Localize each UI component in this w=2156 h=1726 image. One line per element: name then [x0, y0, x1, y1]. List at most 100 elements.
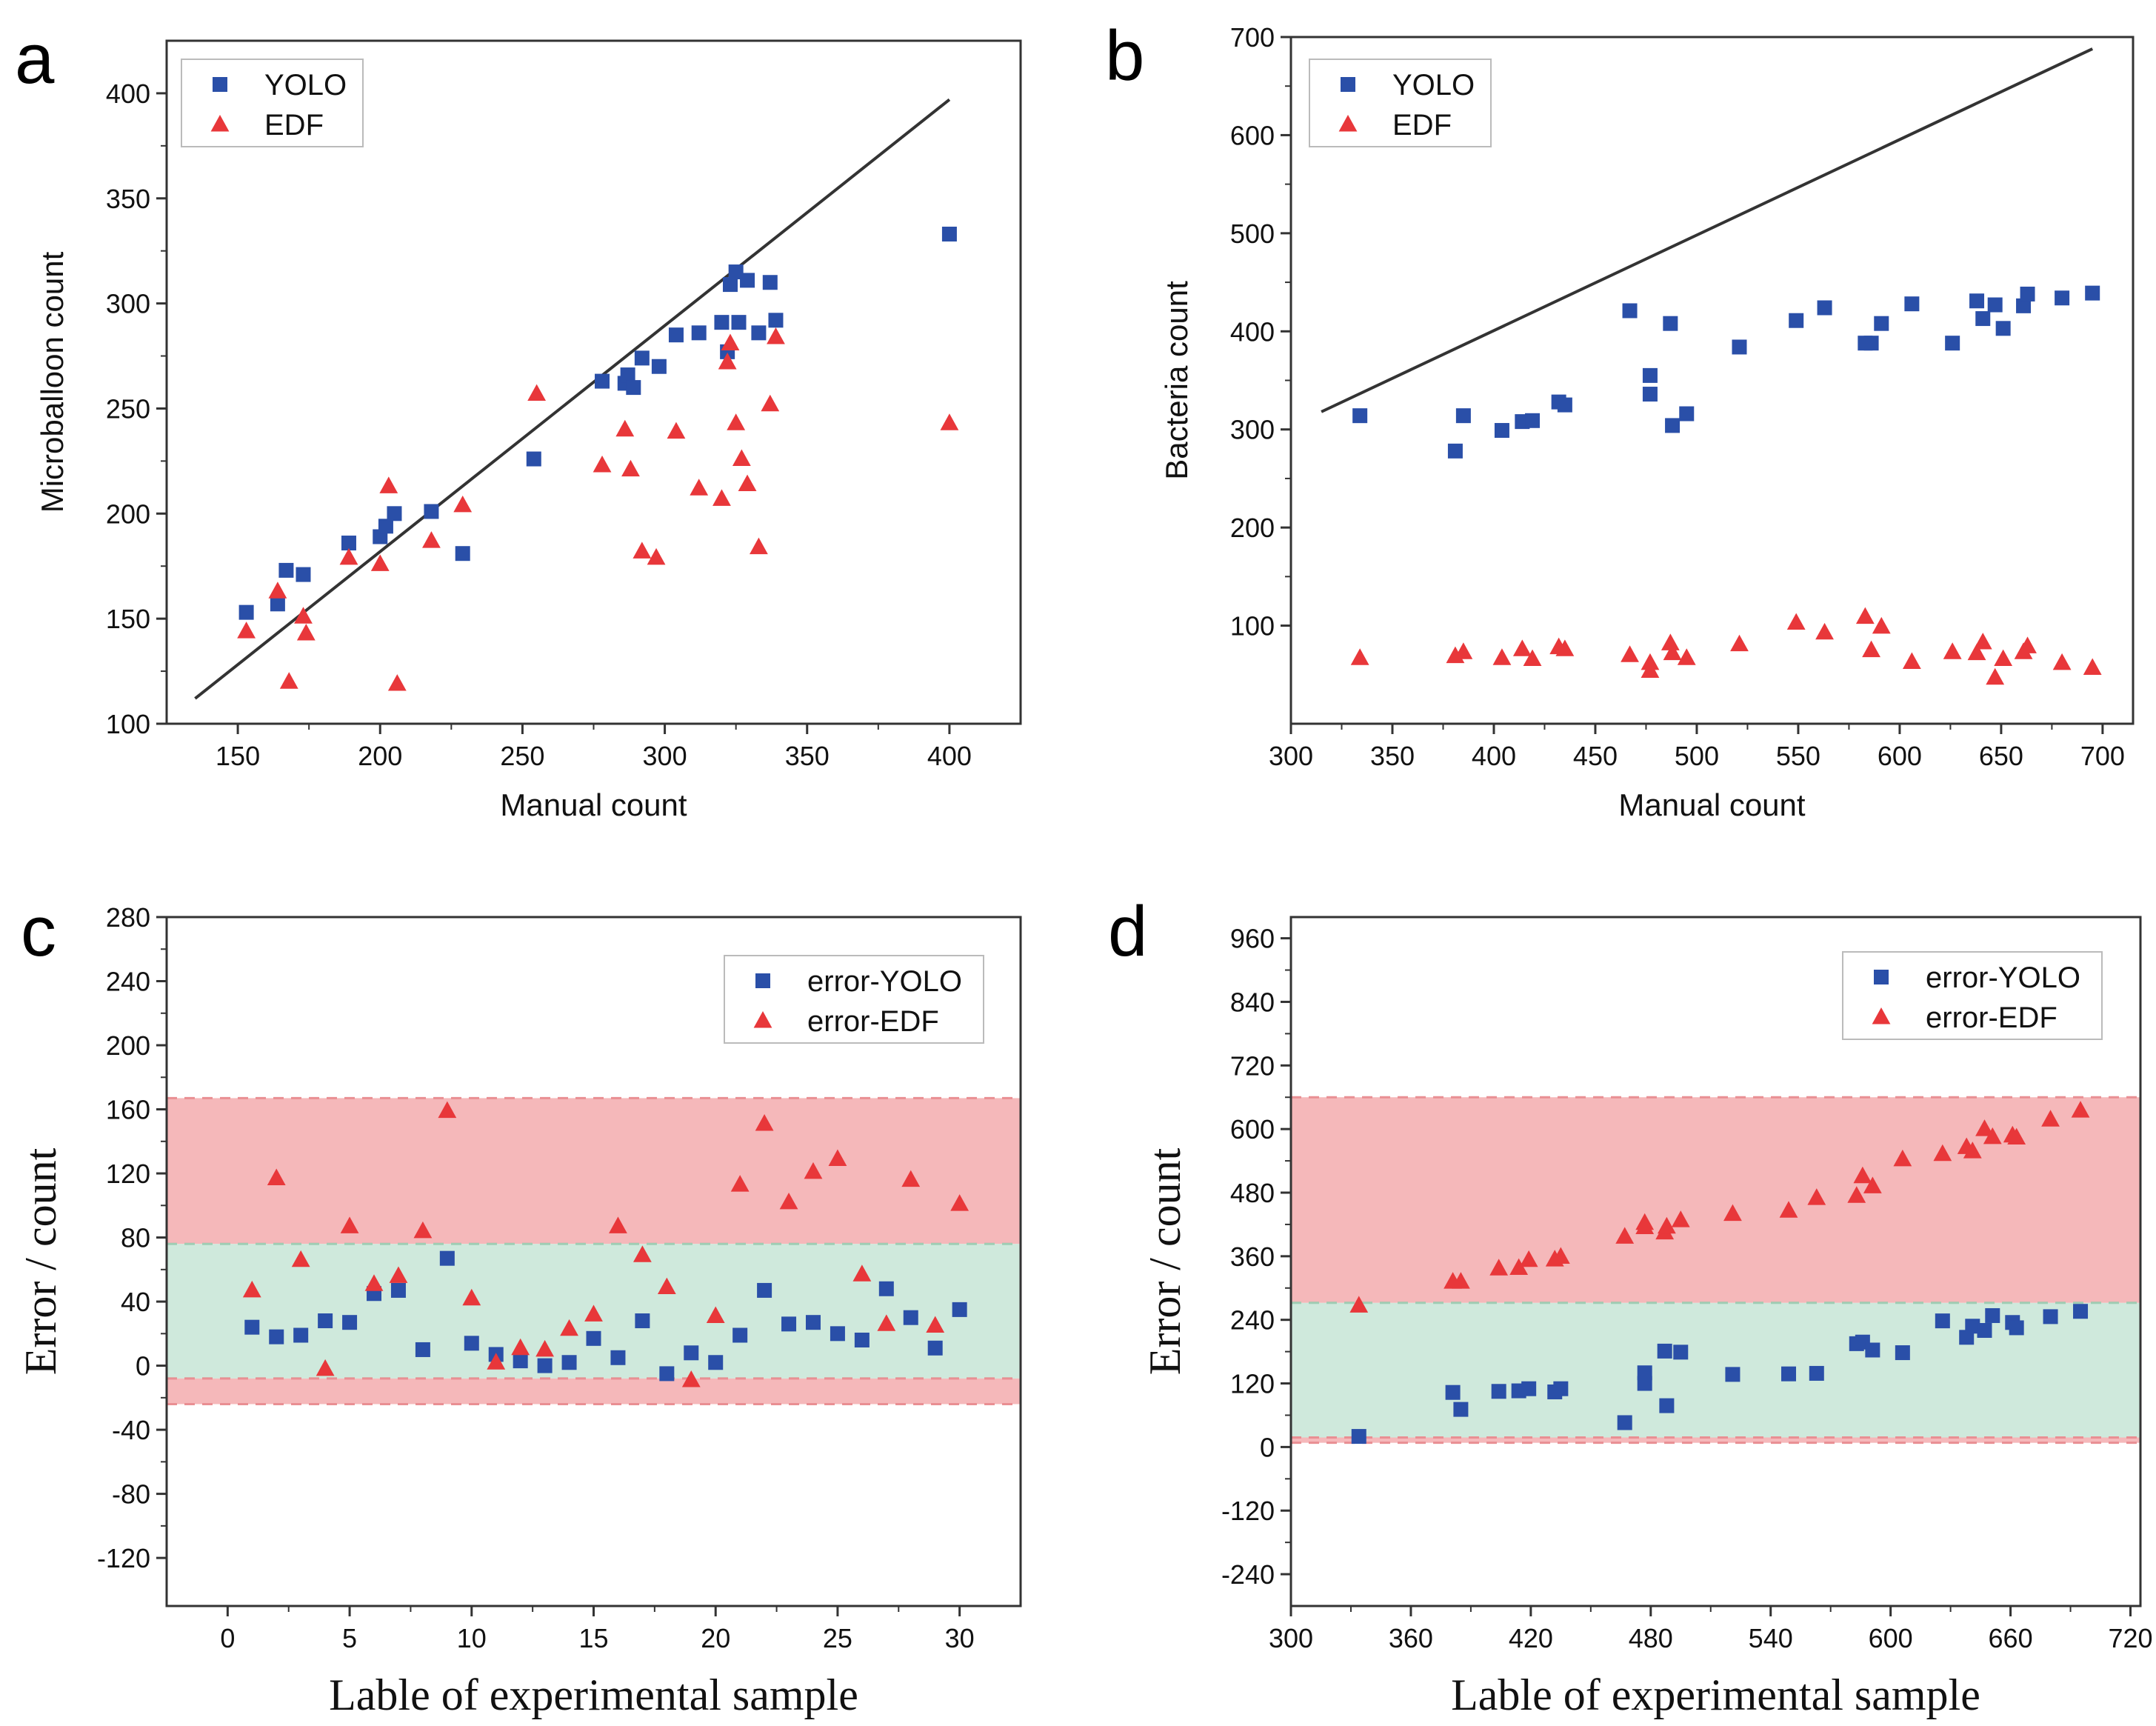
x-tick-label-c: 15: [578, 1623, 608, 1653]
data-point-b-yolo: [1622, 303, 1638, 319]
data-point-b-yolo: [1874, 316, 1889, 331]
data-point-b-edf: [2052, 653, 2072, 670]
data-point-b-edf: [1986, 667, 2005, 685]
data-point-c-erroryolo: [415, 1342, 430, 1357]
data-point-b-edf: [1641, 653, 1660, 670]
data-point-a-edf: [732, 449, 751, 466]
data-point-a-edf: [422, 531, 441, 548]
data-point-c-erroredf: [633, 1245, 652, 1262]
data-point-b-edf: [1454, 642, 1473, 659]
data-point-c-erroredf: [681, 1370, 701, 1387]
data-point-b-yolo: [1455, 408, 1471, 424]
data-point-d-erroredf: [1863, 1176, 1882, 1193]
y-tick-label-a: 150: [106, 604, 150, 634]
x-tick-label-d: 540: [1749, 1623, 1793, 1653]
data-point-a-edf: [712, 489, 731, 506]
x-tick-label-a: 250: [500, 741, 544, 771]
data-point-c-erroredf: [706, 1306, 725, 1323]
data-point-c-erroryolo: [464, 1336, 479, 1351]
x-tick-label-d: 300: [1269, 1623, 1313, 1653]
data-point-a-yolo: [595, 373, 610, 389]
x-tick-label-c: 30: [945, 1623, 975, 1653]
x-tick-label-b: 500: [1675, 741, 1719, 771]
data-point-a-edf: [453, 495, 473, 513]
data-point-d-erroryolo: [2073, 1304, 2089, 1319]
data-point-d-erroryolo: [1895, 1345, 1910, 1361]
data-point-c-erroryolo: [537, 1358, 553, 1373]
data-point-d-erroredf: [1657, 1216, 1676, 1234]
band-d-1: [1291, 1302, 2140, 1438]
data-point-a-yolo: [634, 350, 650, 366]
data-point-d-erroredf: [1779, 1201, 1798, 1218]
data-point-d-erroryolo: [1659, 1398, 1675, 1413]
data-point-c-erroryolo: [269, 1329, 284, 1345]
x-tick-label-b: 600: [1878, 741, 1922, 771]
data-point-b-yolo: [1642, 367, 1658, 383]
data-point-d-erroryolo: [1865, 1342, 1880, 1358]
data-point-d-erroredf: [1349, 1296, 1369, 1313]
data-point-b-yolo: [1945, 336, 1960, 351]
data-point-c-erroredf: [511, 1338, 530, 1356]
legend-b: YOLO EDF: [1309, 59, 1492, 147]
data-point-c-erroredf: [584, 1305, 603, 1322]
y-tick-label-c: 80: [121, 1223, 150, 1253]
x-tick-label-b: 300: [1269, 741, 1313, 771]
y-tick-label-d: 960: [1230, 924, 1275, 954]
data-point-c-erroredf: [316, 1359, 335, 1376]
data-point-a-edf: [621, 459, 640, 477]
y-tick-label-a: 250: [106, 393, 150, 424]
data-point-c-erroredf: [462, 1288, 481, 1306]
data-point-b-yolo: [1642, 387, 1658, 402]
y-tick-label-c: -40: [112, 1415, 150, 1445]
data-point-c-erroryolo: [952, 1302, 967, 1317]
y-tick-label-d: 120: [1230, 1369, 1275, 1399]
legend-label-edf: EDF: [264, 109, 324, 141]
data-point-c-erroredf: [657, 1277, 676, 1295]
data-point-c-erroredf: [413, 1221, 433, 1239]
legend-marker-erroredf: [753, 1010, 772, 1028]
y-tick-label-a: 200: [106, 499, 150, 529]
y-axis-label-c: Error / count: [16, 1147, 65, 1375]
data-point-d-erroryolo: [1935, 1313, 1950, 1329]
data-point-c-erroredf: [364, 1274, 384, 1291]
data-point-c-erroredf: [852, 1264, 872, 1282]
data-point-d-erroredf: [1807, 1188, 1826, 1205]
data-point-a-edf: [767, 327, 785, 344]
data-point-d-erroredf: [1519, 1250, 1538, 1267]
data-point-b-edf: [1902, 652, 1921, 670]
data-point-a-edf: [339, 547, 358, 565]
y-axis-label-a: Microballoon count: [35, 251, 70, 513]
data-point-d-erroredf: [1933, 1144, 1952, 1162]
data-point-a-yolo: [238, 604, 254, 620]
data-point-d-erroredf: [1847, 1186, 1866, 1203]
data-point-b-edf: [1663, 643, 1682, 661]
panel-d-chart: 300 360 420 480 540 600 660 720 -240 -120 0 120 240 3…: [1141, 916, 2153, 1719]
data-point-d-erroredf: [1671, 1210, 1690, 1227]
data-point-d-erroryolo: [1781, 1366, 1797, 1382]
data-point-c-erroryolo: [561, 1355, 577, 1370]
data-point-c-erroredf: [755, 1113, 774, 1131]
y-tick-label-c: 240: [106, 967, 150, 997]
data-point-b-yolo: [1789, 313, 1804, 328]
y-tick-label-a: 300: [106, 289, 150, 319]
data-point-a-yolo: [626, 380, 641, 396]
y-axis-label-d: Error / count: [1141, 1147, 1189, 1375]
data-point-b-yolo: [1817, 300, 1832, 316]
y-tick-label-d: 360: [1230, 1242, 1275, 1272]
data-point-a-yolo: [651, 359, 667, 374]
data-point-d-erroredf: [2041, 1110, 2060, 1127]
data-point-a-yolo: [668, 327, 684, 343]
data-point-b-yolo: [2020, 286, 2035, 301]
y-tick-label-b: 600: [1230, 120, 1275, 150]
data-point-b-yolo: [2016, 298, 2032, 313]
data-point-b-edf: [2018, 636, 2037, 653]
data-point-a-yolo: [740, 273, 755, 288]
data-point-b-yolo: [2085, 285, 2100, 301]
data-point-b-edf: [2083, 658, 2102, 675]
data-point-b-yolo: [1525, 413, 1541, 428]
data-point-c-erroryolo: [318, 1313, 333, 1329]
x-tick-label-d: 480: [1629, 1623, 1673, 1653]
data-point-c-erroryolo: [635, 1313, 650, 1329]
data-point-c-erroryolo: [927, 1340, 943, 1356]
data-point-a-yolo: [691, 325, 707, 341]
